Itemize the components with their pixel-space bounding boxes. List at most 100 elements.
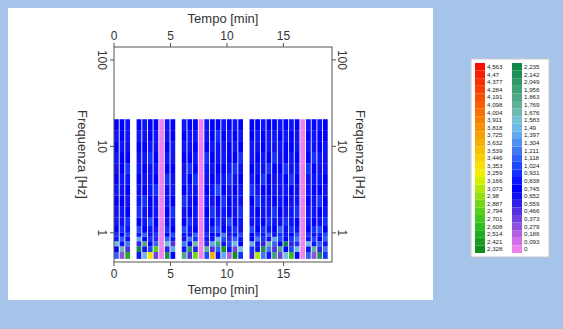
cell: [204, 174, 209, 185]
cell: [221, 246, 226, 252]
cell: [148, 174, 153, 185]
cell: [227, 163, 232, 174]
cell: [238, 218, 243, 226]
cell: [323, 233, 328, 237]
cell: [137, 174, 142, 185]
colorbar-swatch: [512, 207, 522, 215]
cell: [227, 130, 232, 141]
cell: [261, 141, 266, 152]
cell: [154, 226, 159, 233]
cell: [289, 141, 294, 152]
cell: [289, 119, 294, 130]
cell: [255, 233, 260, 237]
cell: [159, 141, 164, 152]
cell: [210, 226, 215, 233]
cell: [182, 241, 187, 246]
cell: [312, 163, 317, 174]
cell: [199, 152, 204, 163]
cell: [317, 241, 322, 246]
cell: [266, 237, 271, 241]
colorbar-swatch: [512, 215, 522, 223]
cell: [221, 241, 226, 246]
cell: [137, 119, 142, 130]
cell: [300, 233, 305, 237]
cell: [221, 174, 226, 185]
cell: [159, 246, 164, 252]
cell: [210, 246, 215, 252]
cell: [170, 252, 175, 259]
cell: [323, 252, 328, 259]
x-tick: [170, 43, 171, 47]
cell: [283, 119, 288, 130]
colorbar-label: 0,838: [524, 177, 540, 184]
cell: [272, 246, 277, 252]
cell: [323, 141, 328, 152]
cell: [289, 233, 294, 237]
cell: [317, 237, 322, 241]
colorbar-swatch: [512, 154, 522, 162]
cell: [283, 226, 288, 233]
y-tick: [110, 232, 114, 233]
cell: [120, 237, 125, 241]
cell: [317, 141, 322, 152]
cell: [120, 174, 125, 185]
colorbar-label: 0: [524, 245, 528, 252]
cell: [312, 152, 317, 163]
cell: [227, 174, 232, 185]
cell: [125, 241, 130, 246]
x-tick-label: 5: [167, 267, 174, 281]
cell: [182, 196, 187, 207]
cell: [255, 152, 260, 163]
cell: [233, 233, 238, 237]
cell: [125, 174, 130, 185]
cell: [148, 163, 153, 174]
cell: [159, 218, 164, 226]
cell: [216, 237, 221, 241]
cell: [266, 152, 271, 163]
cell: [137, 218, 142, 226]
cell: [250, 196, 255, 207]
cell: [170, 207, 175, 218]
cell: [272, 130, 277, 141]
colorbar-label: 3,818: [487, 124, 503, 131]
colorbar-swatch: [512, 124, 522, 132]
cell: [193, 119, 198, 130]
x-tick-label: 5: [167, 29, 174, 43]
cell: [289, 196, 294, 207]
cell: [289, 185, 294, 196]
cell: [300, 174, 305, 185]
cell: [255, 174, 260, 185]
cell: [125, 141, 130, 152]
cell: [154, 130, 159, 141]
cell: [272, 233, 277, 237]
cell: [159, 196, 164, 207]
colorbar-swatch: [512, 86, 522, 94]
cell: [312, 130, 317, 141]
cell: [165, 130, 170, 141]
cell: [283, 218, 288, 226]
colorbar-label: 1,863: [524, 93, 540, 100]
colorbar-label: 0,466: [524, 207, 540, 214]
cell: [165, 163, 170, 174]
cell: [233, 141, 238, 152]
cell: [204, 141, 209, 152]
cell: [227, 233, 232, 237]
cell: [317, 246, 322, 252]
cell: [306, 233, 311, 237]
cell: [233, 163, 238, 174]
y-tick-label: 1: [335, 229, 349, 236]
cell: [300, 152, 305, 163]
cell: [238, 237, 243, 241]
cell: [182, 174, 187, 185]
cell: [193, 226, 198, 233]
cell: [154, 241, 159, 246]
cell: [323, 174, 328, 185]
x-tick: [283, 43, 284, 47]
cell: [165, 174, 170, 185]
cell: [261, 246, 266, 252]
cell: [317, 196, 322, 207]
y-axis-title: Frequenza [Hz]: [353, 110, 368, 199]
cell: [295, 241, 300, 246]
cell: [187, 252, 192, 259]
cell: [272, 152, 277, 163]
